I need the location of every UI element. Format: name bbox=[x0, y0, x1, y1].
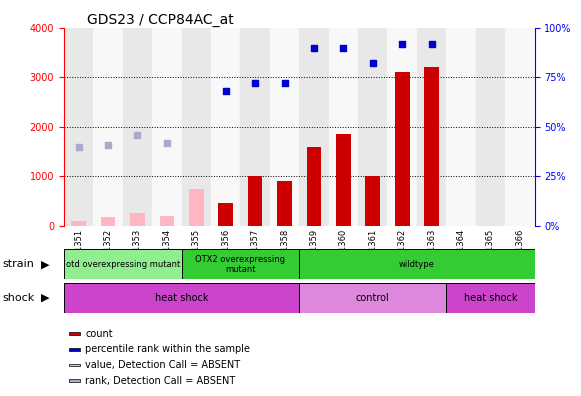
Bar bbox=[69, 379, 80, 382]
Text: value, Detection Call = ABSENT: value, Detection Call = ABSENT bbox=[85, 360, 240, 370]
Bar bbox=[130, 213, 145, 226]
Point bbox=[397, 40, 407, 47]
Text: control: control bbox=[356, 293, 390, 303]
Text: strain: strain bbox=[3, 259, 35, 269]
Text: otd overexpressing mutant: otd overexpressing mutant bbox=[66, 260, 180, 269]
Point bbox=[368, 60, 378, 67]
Bar bbox=[69, 364, 80, 366]
Bar bbox=[71, 221, 86, 226]
Bar bbox=[307, 147, 321, 226]
Point bbox=[74, 143, 83, 150]
Point bbox=[250, 80, 260, 86]
Point bbox=[309, 44, 318, 51]
Bar bbox=[181, 249, 299, 279]
Bar bbox=[101, 217, 116, 226]
Text: wildtype: wildtype bbox=[399, 260, 435, 269]
Text: ▶: ▶ bbox=[41, 259, 49, 269]
Bar bbox=[395, 72, 410, 226]
Text: percentile rank within the sample: percentile rank within the sample bbox=[85, 344, 250, 354]
Bar bbox=[446, 28, 476, 226]
Text: shock: shock bbox=[3, 293, 35, 303]
Text: heat shock: heat shock bbox=[155, 293, 209, 303]
Bar bbox=[94, 28, 123, 226]
Text: heat shock: heat shock bbox=[464, 293, 517, 303]
Text: ▶: ▶ bbox=[41, 293, 49, 303]
Bar bbox=[241, 28, 270, 226]
Text: count: count bbox=[85, 329, 113, 339]
Bar bbox=[417, 28, 446, 226]
Bar bbox=[123, 28, 152, 226]
Bar bbox=[270, 28, 299, 226]
Bar bbox=[299, 28, 329, 226]
Bar bbox=[160, 216, 174, 226]
Bar bbox=[152, 28, 182, 226]
Point bbox=[427, 40, 436, 47]
Text: rank, Detection Call = ABSENT: rank, Detection Call = ABSENT bbox=[85, 376, 235, 386]
Bar bbox=[64, 283, 299, 313]
Bar bbox=[358, 28, 388, 226]
Bar bbox=[248, 176, 263, 226]
Bar bbox=[64, 28, 94, 226]
Bar bbox=[388, 28, 417, 226]
Point bbox=[162, 139, 171, 146]
Text: GDS23 / CCP84AC_at: GDS23 / CCP84AC_at bbox=[88, 13, 234, 27]
Bar bbox=[181, 28, 211, 226]
Point bbox=[221, 88, 230, 94]
Bar bbox=[189, 188, 203, 226]
Bar bbox=[424, 67, 439, 226]
Bar bbox=[336, 134, 351, 226]
Bar bbox=[69, 332, 80, 335]
Point bbox=[339, 44, 348, 51]
Bar bbox=[476, 28, 505, 226]
Bar bbox=[69, 348, 80, 351]
Bar bbox=[299, 283, 446, 313]
Bar bbox=[505, 28, 535, 226]
Bar bbox=[365, 176, 380, 226]
Bar bbox=[329, 28, 358, 226]
Bar bbox=[299, 249, 535, 279]
Point bbox=[103, 141, 113, 148]
Text: OTX2 overexpressing
mutant: OTX2 overexpressing mutant bbox=[195, 255, 285, 274]
Bar bbox=[446, 283, 535, 313]
Bar bbox=[218, 204, 233, 226]
Point bbox=[133, 131, 142, 138]
Bar bbox=[277, 181, 292, 226]
Bar bbox=[211, 28, 241, 226]
Bar bbox=[64, 249, 181, 279]
Point bbox=[280, 80, 289, 86]
